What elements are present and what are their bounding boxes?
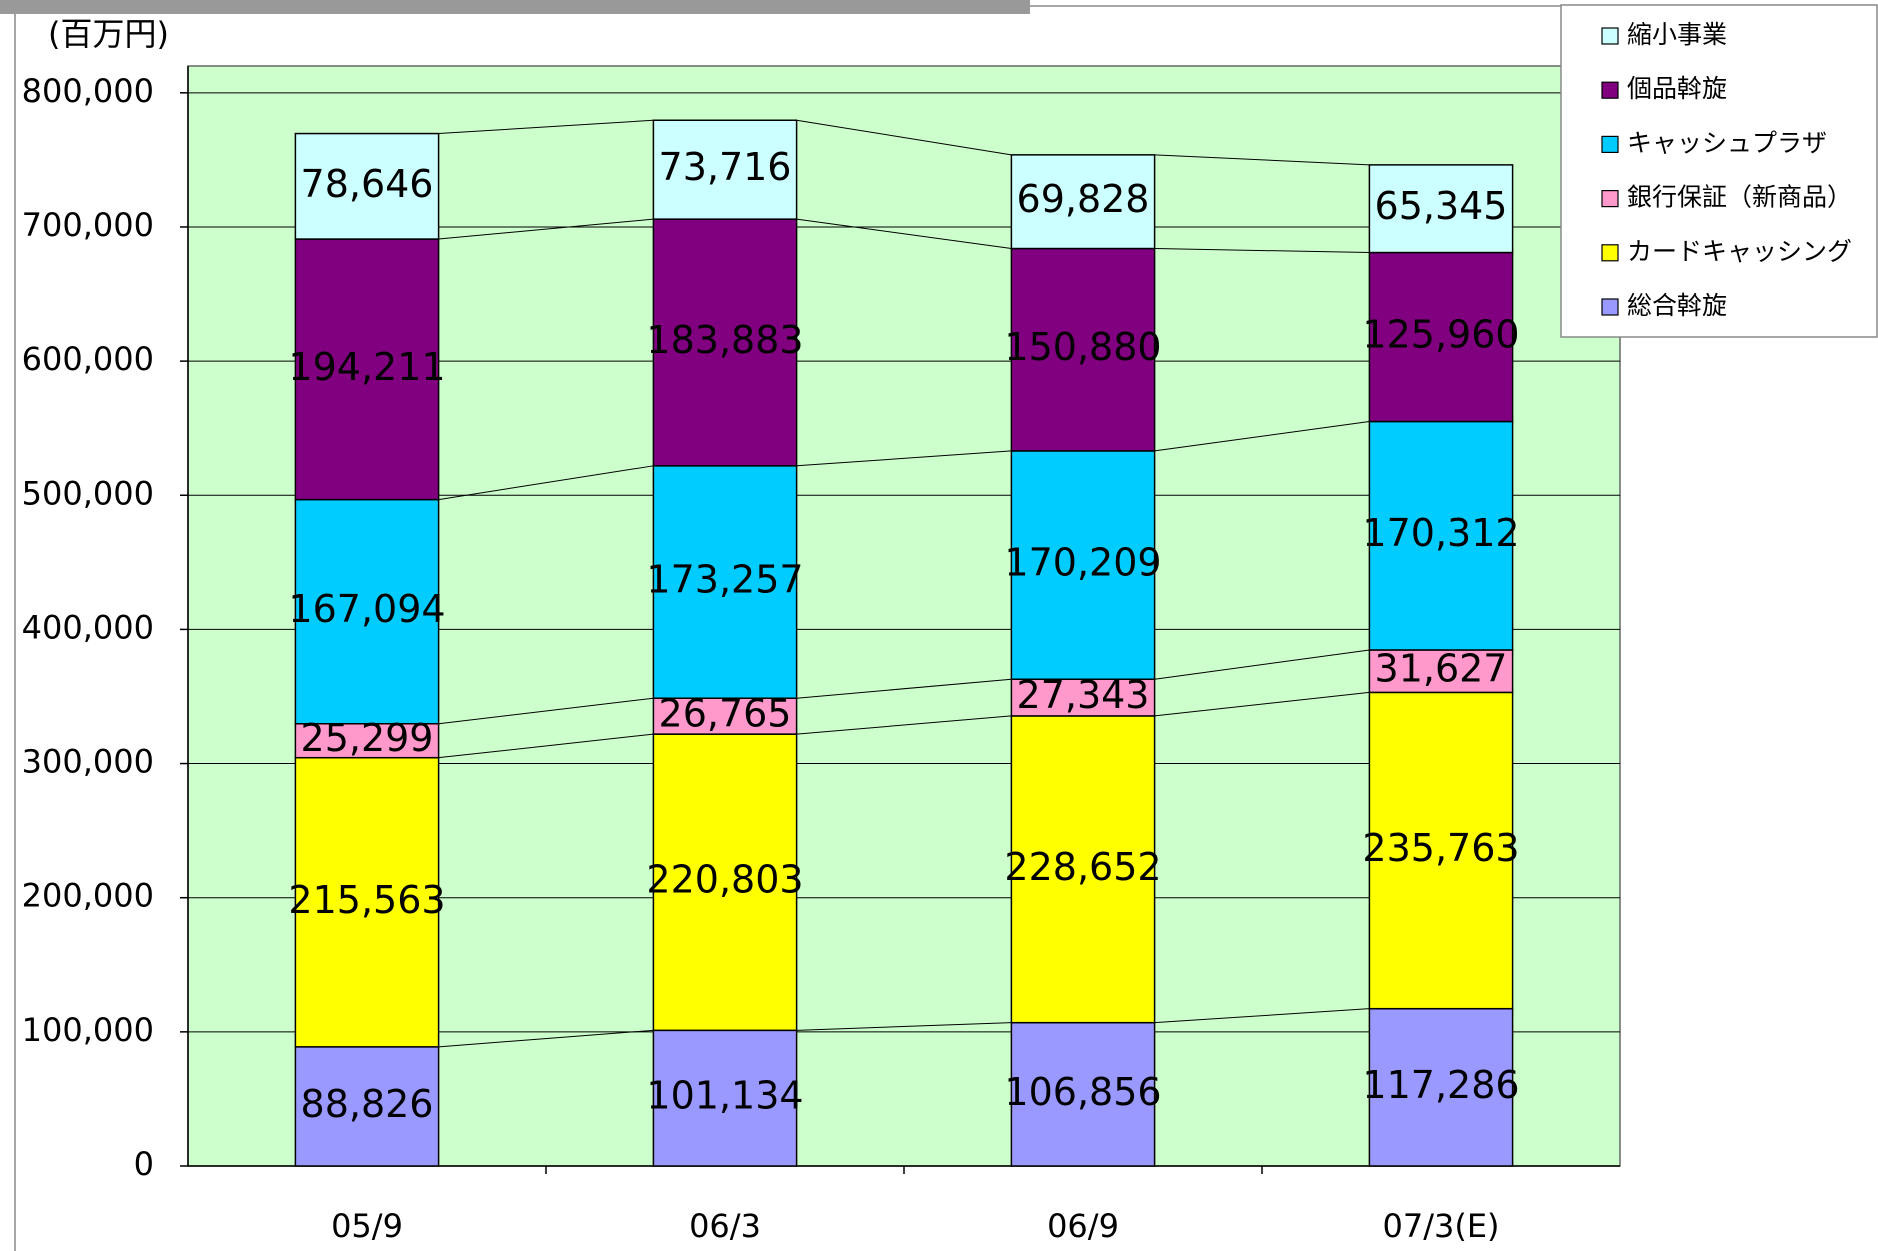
value-label: 220,803 <box>646 858 803 902</box>
bar-segment <box>652 733 798 1032</box>
bar-segment <box>1368 1007 1514 1167</box>
value-label: 170,312 <box>1362 511 1519 555</box>
bar-segment <box>294 1046 440 1167</box>
value-label: 25,299 <box>301 716 434 760</box>
x-tick-label: 07/3(E) <box>1382 1207 1499 1245</box>
series-line <box>796 715 1012 735</box>
value-label: 26,765 <box>659 692 792 736</box>
legend-label: 銀行保証（新商品） <box>1627 183 1852 212</box>
series-line <box>438 697 654 725</box>
value-label: 27,343 <box>1017 673 1150 717</box>
y-tick-label: 400,000 <box>22 608 154 646</box>
x-tick-label: 06/9 <box>1047 1207 1119 1245</box>
value-label: 235,763 <box>1362 826 1519 870</box>
top-bar <box>0 0 1030 14</box>
series-line <box>796 218 1012 250</box>
value-label: 78,646 <box>301 162 434 206</box>
y-tick-label: 600,000 <box>22 340 154 378</box>
series-line <box>796 678 1012 699</box>
bar-segment <box>652 218 798 467</box>
bar-segment <box>1368 649 1514 694</box>
series-line <box>796 1022 1012 1031</box>
series-line <box>1154 154 1370 166</box>
bar-segment <box>1010 1021 1156 1167</box>
series-line <box>1154 1008 1370 1024</box>
value-label: 215,563 <box>288 878 445 922</box>
y-tick-label: 300,000 <box>22 743 154 781</box>
value-label: 167,094 <box>288 587 445 631</box>
legend-swatch <box>1601 190 1619 208</box>
bar-segment <box>1368 420 1514 651</box>
legend-label: 縮小事業 <box>1627 20 1727 49</box>
value-label: 173,257 <box>646 558 803 602</box>
bar-segment <box>652 465 798 699</box>
legend-box <box>1560 4 1878 338</box>
bar-segment <box>1368 691 1514 1010</box>
legend-label: カードキャッシング <box>1627 237 1852 266</box>
value-label: 73,716 <box>659 145 792 189</box>
series-line <box>796 450 1012 467</box>
series-line <box>438 465 654 501</box>
legend-swatch <box>1601 27 1619 45</box>
y-tick-label: 0 <box>134 1145 154 1183</box>
series-line <box>438 119 654 135</box>
series-line <box>1154 649 1370 680</box>
value-label: 65,345 <box>1375 184 1508 228</box>
bar-segment <box>1010 678 1156 717</box>
bar-segment <box>294 498 440 725</box>
bar-segment <box>1010 450 1156 680</box>
y-tick-label: 100,000 <box>22 1011 154 1049</box>
bar-segment <box>1010 247 1156 452</box>
x-tick-label: 06/3 <box>689 1207 761 1245</box>
series-line <box>1154 691 1370 717</box>
series-line <box>796 119 1012 156</box>
bar-segment <box>294 722 440 759</box>
bar-segment <box>294 756 440 1048</box>
value-label: 69,828 <box>1017 177 1150 221</box>
legend-swatch <box>1601 244 1619 262</box>
series-line <box>1154 421 1370 452</box>
y-axis-label: (百万円) <box>48 15 169 53</box>
legend-swatch <box>1601 135 1619 153</box>
bar-segment <box>1010 154 1156 250</box>
y-tick-label: 800,000 <box>22 72 154 110</box>
value-label: 31,627 <box>1375 647 1508 691</box>
bar-segment <box>294 132 440 240</box>
series-line <box>1154 248 1370 254</box>
value-label: 106,856 <box>1004 1070 1161 1114</box>
bar-segment <box>1368 164 1514 254</box>
y-tick-label: 500,000 <box>22 474 154 512</box>
series-line <box>438 733 654 759</box>
x-tick-label: 05/9 <box>331 1207 403 1245</box>
value-label: 88,826 <box>301 1082 434 1126</box>
bar-segment <box>1368 251 1514 423</box>
bar-segment <box>1010 715 1156 1024</box>
value-label: 183,883 <box>646 318 803 362</box>
legend-label: キャッシュプラザ <box>1627 128 1827 157</box>
value-label: 125,960 <box>1362 313 1519 357</box>
value-label: 101,134 <box>646 1074 803 1118</box>
legend-label: 個品斡旋 <box>1627 74 1727 103</box>
bar-segment <box>652 119 798 220</box>
bar-segment <box>294 238 440 501</box>
legend-label: 総合斡旋 <box>1627 291 1727 320</box>
value-label: 228,652 <box>1004 845 1161 889</box>
y-tick-label: 200,000 <box>22 877 154 915</box>
legend-swatch <box>1601 298 1619 316</box>
value-label: 150,880 <box>1004 325 1161 369</box>
series-line <box>438 1029 654 1048</box>
value-label: 170,209 <box>1004 541 1161 585</box>
series-line <box>438 218 654 240</box>
legend-swatch <box>1601 81 1619 99</box>
value-label: 117,286 <box>1362 1063 1519 1107</box>
y-tick-label: 700,000 <box>22 206 154 244</box>
value-label: 194,211 <box>288 345 445 389</box>
